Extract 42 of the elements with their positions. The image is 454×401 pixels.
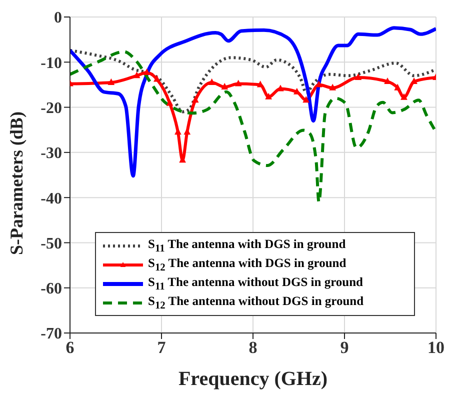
point: [134, 72, 140, 78]
point: [208, 78, 215, 85]
x-tick-label: 10: [428, 338, 444, 358]
point: [394, 84, 401, 90]
x-tick-label: 9: [340, 338, 349, 358]
y-tick-label: -40: [40, 190, 62, 208]
point: [235, 80, 242, 86]
point: [154, 76, 160, 82]
point: [166, 100, 173, 106]
x-tick-label: 8: [248, 338, 258, 358]
point: [184, 128, 190, 135]
x-axis-title: Frequency (GHz): [178, 368, 328, 390]
point: [410, 78, 418, 84]
line-series: [70, 50, 436, 204]
y-tick-label: -70: [40, 326, 62, 343]
point: [384, 78, 391, 84]
legend-label: S$_{12}$ The antenna without DGS in ground: [148, 294, 364, 312]
x-tick-label: 6: [66, 338, 74, 358]
line-series: [70, 26, 436, 178]
line-series: [70, 48, 436, 114]
point: [222, 83, 228, 90]
legend-label: S$_{12}$ The antenna with DGS in ground: [148, 256, 346, 274]
legend-label: S$_{11}$ The antenna with DGS in ground: [148, 236, 346, 254]
point: [355, 74, 362, 80]
y-tick-label: 0: [54, 10, 62, 27]
point: [192, 96, 198, 103]
point: [174, 128, 182, 135]
point: [265, 93, 272, 100]
legend-label: S$_{11}$ The antenna without DGS in ground: [148, 274, 364, 292]
point: [400, 94, 408, 100]
point: [108, 78, 114, 85]
point: [302, 96, 310, 103]
y-tick-label: -50: [40, 235, 62, 252]
y-tick-label: -30: [40, 145, 62, 162]
y-tick-label: -60: [40, 280, 62, 298]
point: [330, 84, 336, 90]
point: [144, 69, 150, 76]
x-tick-label: 7: [157, 338, 166, 358]
point: [277, 85, 284, 92]
y-tick-label: -10: [40, 54, 62, 72]
y-tick-label: -20: [40, 100, 62, 117]
y-axis-title: S-Parameters (dB): [6, 112, 26, 255]
